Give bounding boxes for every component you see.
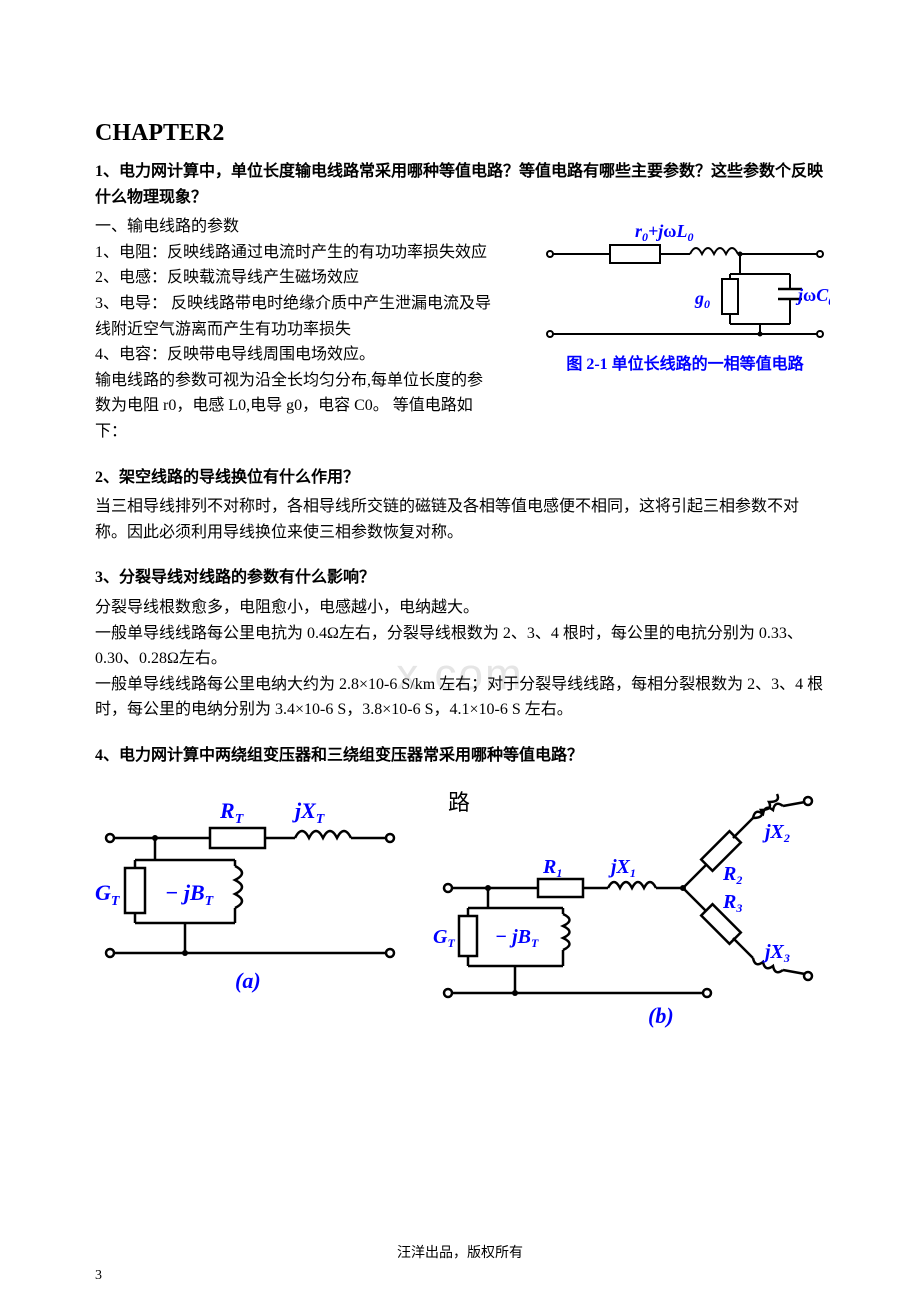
label-RT: RT [219, 798, 245, 827]
label-jXT: jXT [292, 798, 326, 827]
q2-title: 2、架空线路的导线换位有什么作用？ [95, 465, 825, 491]
circuit-per-unit-length: r0+jωL0 g0 jωC0 [540, 219, 830, 339]
label-r0jwL0: r0+jωL0 [635, 221, 693, 244]
q3-l1: 分裂导线根数愈多，电阻愈小，电感越小，电纳越大。 [95, 595, 825, 621]
q3-l2: 一般单导线线路每公里电抗为 0.4Ω左右，分裂导线根数为 2、3、4 根时，每公… [95, 621, 825, 672]
page-number: 3 [95, 1268, 102, 1284]
label-GT-b: GT [433, 926, 455, 950]
label-jX1: jX1 [608, 856, 636, 880]
q1-line4: 4、电容：反映带电导线周围电场效应。 [95, 342, 495, 368]
label-minus-jBT-b: − jBT [495, 926, 539, 950]
question-2: 2、架空线路的导线换位有什么作用？ 当三相导线排列不对称时，各相导线所交链的磁链… [95, 465, 825, 546]
label-jX2: jX2 [762, 821, 790, 845]
question-4: 4、电力网计算中两绕组变压器和三绕组变压器常采用哪种等值电路？ [95, 743, 825, 1049]
q3-l3: 一般单导线线路每公里电纳大约为 2.8×10-6 S/km 左右；对于分裂导线线… [95, 672, 825, 723]
chapter-title: CHAPTER2 [95, 120, 825, 147]
label-R3: R3 [722, 891, 742, 915]
q1-line5: 输电线路的参数可视为沿全长均匀分布,每单位长度的参数为电阻 r0，电感 L0,电… [95, 368, 495, 445]
label-jwC0: jωC0 [795, 285, 830, 308]
q1-title: 1、电力网计算中，单位长度输电线路常采用哪种等值电路？等值电路有哪些主要参数？这… [95, 159, 825, 210]
label-minus-jBT: − jBT [165, 880, 215, 909]
label-GT: GT [95, 880, 121, 909]
q2-body: 当三相导线排列不对称时，各相导线所交链的磁链及各相等值电感便不相同，这将引起三相… [95, 494, 825, 545]
two-winding-transformer-circuit: RT jXT GT − jBT (a) [95, 788, 403, 1018]
q4-title: 4、电力网计算中两绕组变压器和三绕组变压器常采用哪种等值电路？ [95, 743, 825, 769]
footer-text: 汪洋出品，版权所有 [0, 1242, 920, 1262]
page-content: CHAPTER2 1、电力网计算中，单位长度输电线路常采用哪种等值电路？等值电路… [95, 120, 825, 1048]
question-3: 3、分裂导线对线路的参数有什么影响？ 分裂导线根数愈多，电阻愈小，电感越小，电纳… [95, 565, 825, 723]
three-winding-transformer-circuit: 路 [433, 788, 825, 1048]
question-1: 1、电力网计算中，单位长度输电线路常采用哪种等值电路？等值电路有哪些主要参数？这… [95, 159, 825, 445]
label-jX3: jX3 [762, 941, 790, 965]
label-R1: R1 [542, 856, 562, 880]
figure-2-1-caption: 图 2-1 单位长线路的一相等值电路 [535, 350, 835, 374]
label-R2: R2 [722, 863, 742, 887]
figure-2-1: r0+jωL0 g0 jωC0 图 2-1 单位长线路的一相等值电路 [535, 219, 835, 374]
caption-b: (b) [648, 1003, 674, 1028]
stray-label-lu: 路 [448, 790, 470, 815]
caption-a: (a) [235, 968, 261, 993]
q1-line3: 3、电导： 反映线路带电时绝缘介质中产生泄漏电流及导线附近空气游离而产生有功功率… [95, 291, 495, 342]
q3-title: 3、分裂导线对线路的参数有什么影响？ [95, 565, 825, 591]
label-g0: g0 [694, 288, 710, 311]
